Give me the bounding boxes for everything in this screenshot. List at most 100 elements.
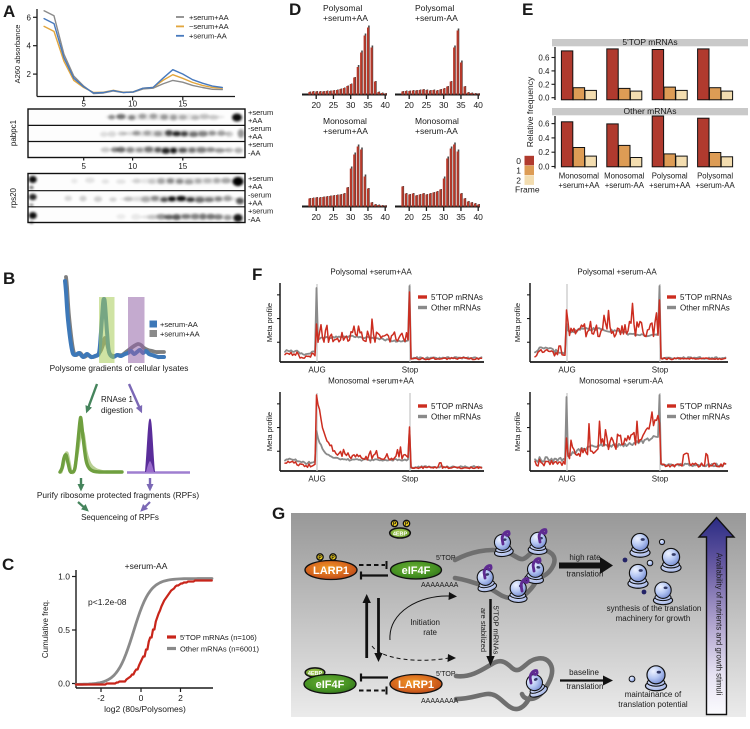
svg-text:+AA: +AA — [248, 182, 262, 191]
svg-text:synthesis of the translation: synthesis of the translation — [607, 604, 702, 613]
svg-text:40: 40 — [473, 100, 483, 110]
svg-text:AUG: AUG — [308, 366, 325, 375]
svg-text:2: 2 — [516, 175, 521, 185]
svg-text:Meta profile: Meta profile — [513, 303, 522, 342]
svg-text:+AA: +AA — [248, 198, 262, 207]
svg-text:Purify ribosome protected frag: Purify ribosome protected fragments (RPF… — [37, 490, 200, 500]
svg-text:35: 35 — [456, 212, 466, 222]
svg-text:Other mRNAs: Other mRNAs — [431, 304, 481, 313]
svg-text:E: E — [522, 0, 533, 19]
svg-text:+serum+AA: +serum+AA — [323, 13, 368, 23]
svg-text:A: A — [3, 2, 15, 21]
svg-text:LARP1: LARP1 — [313, 565, 349, 577]
svg-text:20: 20 — [311, 100, 321, 110]
svg-text:6: 6 — [27, 13, 32, 22]
svg-text:+serum-AA: +serum-AA — [605, 181, 645, 190]
svg-text:Cumulative freq.: Cumulative freq. — [41, 600, 50, 658]
svg-text:4EBP: 4EBP — [308, 671, 323, 677]
svg-text:5'TOP mRNAs: 5'TOP mRNAs — [680, 293, 732, 302]
svg-text:5'TOP mRNAs: 5'TOP mRNAs — [431, 293, 483, 302]
svg-text:+AA: +AA — [248, 116, 262, 125]
svg-text:D: D — [289, 0, 301, 19]
svg-text:RNAse 1: RNAse 1 — [101, 395, 134, 404]
svg-text:10: 10 — [128, 100, 137, 109]
svg-text:Frame: Frame — [515, 185, 540, 195]
svg-text:40: 40 — [380, 212, 390, 222]
svg-text:-serum: -serum — [248, 190, 271, 199]
svg-text:F: F — [252, 265, 262, 284]
svg-text:5'TOP: 5'TOP — [436, 555, 456, 562]
svg-text:+serum: +serum — [248, 108, 273, 117]
svg-text:0.6: 0.6 — [538, 120, 550, 129]
svg-text:5: 5 — [81, 162, 86, 171]
svg-text:5'TOP mRNAs: 5'TOP mRNAs — [492, 606, 501, 655]
svg-text:35: 35 — [456, 100, 466, 110]
svg-text:0: 0 — [139, 693, 144, 703]
svg-text:0.2: 0.2 — [538, 148, 550, 157]
svg-text:25: 25 — [329, 212, 339, 222]
svg-text:G: G — [272, 504, 285, 523]
svg-text:0.2: 0.2 — [538, 80, 550, 89]
svg-text:digestion: digestion — [101, 406, 133, 415]
svg-text:4EBP: 4EBP — [393, 531, 408, 537]
svg-text:Stop: Stop — [402, 475, 419, 484]
svg-text:35: 35 — [363, 212, 373, 222]
svg-text:2: 2 — [27, 70, 32, 79]
svg-text:translation potential: translation potential — [618, 700, 688, 709]
svg-text:+serum+AA: +serum+AA — [323, 126, 368, 136]
svg-text:Availability of nutrients and: Availability of nutrients and growth sti… — [715, 553, 724, 696]
svg-text:+serum-AA: +serum-AA — [189, 32, 227, 41]
svg-text:C: C — [2, 555, 14, 574]
svg-text:5'TOP mRNAs: 5'TOP mRNAs — [622, 37, 677, 47]
svg-text:+serum-AA: +serum-AA — [160, 320, 198, 329]
svg-text:Polysome gradients of cellular: Polysome gradients of cellular lysates — [50, 363, 189, 373]
svg-text:AUG: AUG — [558, 475, 575, 484]
svg-text:4: 4 — [27, 42, 32, 51]
svg-text:Monosomal: Monosomal — [604, 172, 645, 181]
svg-text:AAAAAAAA: AAAAAAAA — [421, 698, 459, 705]
svg-text:Polysomal +serum-AA: Polysomal +serum-AA — [577, 268, 657, 277]
svg-text:AAAAAAAA: AAAAAAAA — [421, 582, 459, 589]
svg-text:25: 25 — [422, 100, 432, 110]
svg-text:Stop: Stop — [652, 366, 669, 375]
svg-text:Meta profile: Meta profile — [265, 412, 274, 451]
svg-text:0.4: 0.4 — [538, 134, 550, 143]
svg-text:baseline: baseline — [569, 668, 599, 677]
svg-text:40: 40 — [473, 212, 483, 222]
svg-text:Stop: Stop — [402, 366, 419, 375]
svg-text:+serum+AA: +serum+AA — [649, 181, 691, 190]
svg-text:-2: -2 — [97, 693, 105, 703]
svg-text:1.0: 1.0 — [58, 572, 70, 582]
svg-text:0.0: 0.0 — [58, 679, 70, 689]
svg-text:B: B — [3, 269, 15, 288]
svg-text:+serum-AA: +serum-AA — [415, 126, 458, 136]
svg-text:-AA: -AA — [248, 148, 261, 157]
svg-text:+serum-AA: +serum-AA — [695, 181, 735, 190]
svg-text:30: 30 — [439, 212, 449, 222]
svg-text:maintainance of: maintainance of — [625, 690, 682, 699]
svg-text:5'TOP mRNAs: 5'TOP mRNAs — [431, 402, 483, 411]
svg-text:20: 20 — [404, 212, 414, 222]
svg-text:30: 30 — [346, 212, 356, 222]
svg-text:5'TOP mRNAs (n=106): 5'TOP mRNAs (n=106) — [180, 633, 257, 642]
svg-text:+AA: +AA — [248, 132, 262, 141]
svg-text:Polysomal: Polysomal — [415, 3, 454, 13]
svg-text:Other mRNAs: Other mRNAs — [431, 413, 481, 422]
svg-text:25: 25 — [422, 212, 432, 222]
svg-text:Meta profile: Meta profile — [265, 303, 274, 342]
svg-text:−serum+AA: −serum+AA — [189, 22, 229, 31]
svg-text:40: 40 — [380, 100, 390, 110]
svg-text:0.0: 0.0 — [538, 94, 550, 103]
svg-text:30: 30 — [439, 100, 449, 110]
svg-text:0.0: 0.0 — [538, 163, 550, 172]
svg-text:AUG: AUG — [558, 366, 575, 375]
svg-text:5: 5 — [81, 100, 86, 109]
svg-text:high rate: high rate — [569, 553, 601, 562]
svg-text:Initiation: Initiation — [410, 618, 440, 627]
svg-text:pabpc1: pabpc1 — [9, 119, 18, 146]
svg-text:Relative frequency: Relative frequency — [525, 76, 535, 147]
svg-text:0.5: 0.5 — [58, 625, 70, 635]
svg-text:Polysomal: Polysomal — [323, 3, 362, 13]
svg-text:AUG: AUG — [308, 475, 325, 484]
svg-text:15: 15 — [178, 100, 187, 109]
